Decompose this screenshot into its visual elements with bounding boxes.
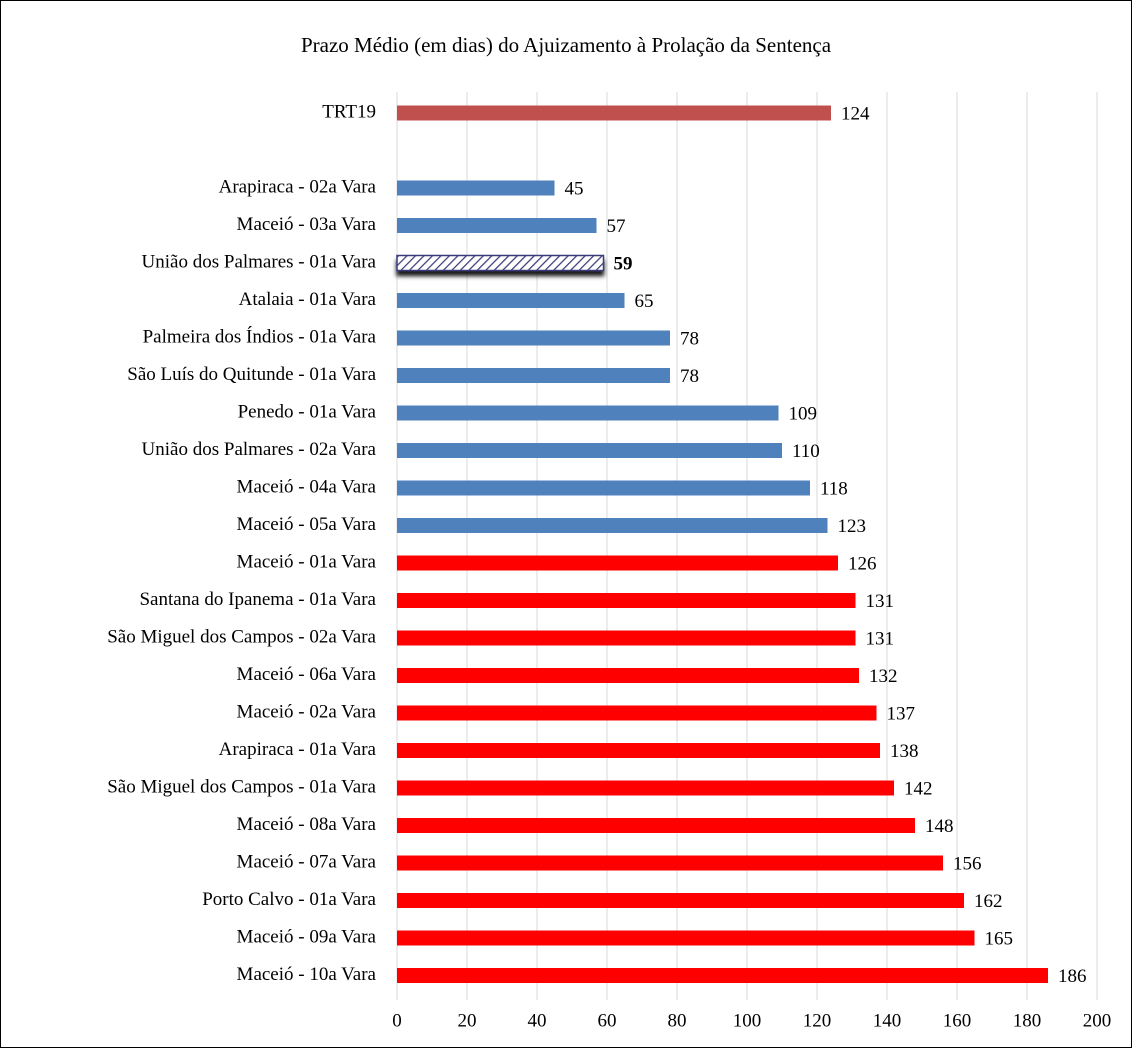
- bar: [397, 555, 838, 571]
- x-tick-label: 60: [598, 1010, 617, 1031]
- value-label: 109: [789, 403, 818, 424]
- value-label: 162: [974, 891, 1003, 912]
- bar: [397, 218, 597, 233]
- value-label: 148: [925, 816, 954, 837]
- bar: [397, 743, 880, 758]
- value-label: 59: [614, 253, 633, 274]
- y-tick-label: Maceió - 03a Vara: [237, 214, 377, 235]
- y-tick-label: Maceió - 02a Vara: [237, 701, 377, 722]
- bar: [397, 330, 670, 346]
- chart-title: Prazo Médio (em dias) do Ajuizamento à P…: [301, 33, 832, 57]
- value-label: 138: [890, 741, 919, 762]
- y-tick-label: Arapiraca - 01a Vara: [219, 739, 377, 760]
- y-tick-label: São Miguel dos Campos - 02a Vara: [107, 626, 376, 647]
- y-tick-label: Maceió - 08a Vara: [237, 814, 377, 835]
- x-tick-label: 200: [1083, 1010, 1112, 1031]
- bar: [397, 593, 856, 608]
- bar: [397, 855, 943, 871]
- bar: [397, 443, 782, 458]
- bar: [397, 780, 894, 796]
- x-tick-label: 160: [943, 1010, 972, 1031]
- y-tick-label: Maceió - 04a Vara: [237, 476, 377, 497]
- x-tick-label: 120: [803, 1010, 832, 1031]
- y-tick-label: Maceió - 06a Vara: [237, 664, 377, 685]
- bar: [397, 630, 856, 646]
- y-tick-label: Atalaia - 01a Vara: [239, 289, 377, 310]
- y-tick-label: União dos Palmares - 01a Vara: [142, 251, 377, 272]
- bar: [397, 180, 555, 196]
- bar: [397, 518, 828, 533]
- x-tick-label: 40: [528, 1010, 547, 1031]
- value-label: 131: [866, 591, 895, 612]
- bar: [397, 405, 779, 421]
- bar: [397, 968, 1048, 983]
- value-label: 110: [792, 441, 820, 462]
- y-tick-label: Maceió - 10a Vara: [237, 964, 377, 985]
- value-label: 123: [838, 516, 867, 537]
- bar: [397, 893, 964, 908]
- x-tick-label: 180: [1013, 1010, 1042, 1031]
- y-tick-label: Maceió - 05a Vara: [237, 514, 377, 535]
- y-tick-label: Penedo - 01a Vara: [238, 401, 377, 422]
- x-tick-label: 100: [733, 1010, 762, 1031]
- x-tick-label: 0: [392, 1010, 402, 1031]
- x-tick-label: 140: [873, 1010, 902, 1031]
- bar: [397, 668, 859, 683]
- value-label: 78: [680, 366, 699, 387]
- y-tick-label: Santana do Ipanema - 01a Vara: [139, 589, 376, 610]
- x-tick-label: 80: [668, 1010, 687, 1031]
- y-tick-label: Maceió - 09a Vara: [237, 926, 377, 947]
- value-label: 57: [607, 216, 626, 237]
- value-label: 142: [904, 778, 933, 799]
- y-tick-label: União dos Palmares - 02a Vara: [142, 439, 377, 460]
- y-tick-label: Arapiraca - 02a Vara: [219, 176, 377, 197]
- y-tick-label: São Luís do Quitunde - 01a Vara: [127, 364, 376, 385]
- y-tick-label: Porto Calvo - 01a Vara: [202, 889, 376, 910]
- bar: [397, 930, 975, 946]
- value-label: 165: [985, 928, 1014, 949]
- bar: [397, 368, 670, 383]
- value-label: 124: [841, 103, 870, 124]
- bar: [396, 254, 605, 272]
- bar: [397, 293, 625, 308]
- y-tick-label: TRT19: [322, 101, 376, 122]
- y-tick-label: Maceió - 07a Vara: [237, 851, 377, 872]
- value-label: 137: [887, 703, 916, 724]
- value-label: 156: [953, 853, 982, 874]
- y-tick-label: São Miguel dos Campos - 01a Vara: [107, 776, 376, 797]
- value-label: 186: [1058, 966, 1087, 987]
- x-tick-label: 20: [458, 1010, 477, 1031]
- value-label: 132: [869, 666, 898, 687]
- value-label: 45: [565, 178, 584, 199]
- bar: [397, 818, 915, 833]
- bar: [397, 105, 831, 121]
- bar: [397, 480, 810, 496]
- y-tick-label: Palmeira dos Índios - 01a Vara: [143, 325, 377, 347]
- bar: [397, 705, 877, 721]
- value-label: 78: [680, 328, 699, 349]
- y-tick-label: Maceió - 01a Vara: [237, 551, 377, 572]
- value-label: 126: [848, 553, 877, 574]
- value-label: 118: [820, 478, 848, 499]
- value-label: 65: [635, 291, 654, 312]
- value-label: 131: [866, 628, 895, 649]
